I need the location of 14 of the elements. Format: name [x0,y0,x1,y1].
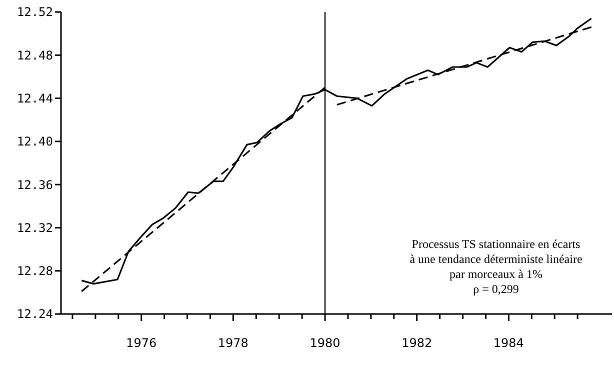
y-tick-label: 12.36 [16,178,53,192]
y-tick-label: 12.52 [16,5,53,20]
x-tick-label: 1984 [493,336,524,350]
x-tick-label: 1978 [218,336,248,350]
y-tick-label: 12.48 [16,48,53,62]
y-tick-label: 12.28 [16,264,53,278]
y-tick-label: 12.44 [16,91,53,106]
y-tick-label: 12.32 [16,220,53,235]
x-tick-label: 1982 [402,336,432,350]
y-tick-label: 12.24 [16,307,53,322]
y-tick-label: 12.40 [16,134,53,149]
x-tick-label: 1980 [310,336,340,350]
annotation: Processus TS stationnaire en écarts à une tendance déterministe linéaire par morceaux à 1% ρ = 0,299 [410,237,582,296]
x-tick-label: 1976 [126,336,157,350]
